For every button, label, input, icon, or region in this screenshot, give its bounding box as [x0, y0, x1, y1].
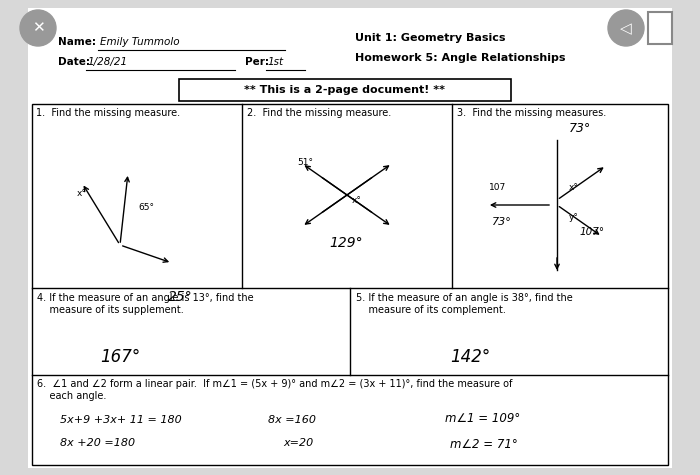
Text: 142°: 142°	[450, 348, 490, 366]
Text: 25°: 25°	[168, 290, 193, 304]
Text: 5x+9 +3x+ 11 = 180: 5x+9 +3x+ 11 = 180	[60, 415, 182, 425]
Text: 2.  Find the missing measure.: 2. Find the missing measure.	[247, 108, 391, 118]
Text: Name:: Name:	[58, 37, 96, 47]
Text: x°: x°	[77, 189, 87, 198]
FancyBboxPatch shape	[28, 8, 672, 468]
Text: ◁: ◁	[620, 21, 632, 37]
Text: 1.  Find the missing measure.: 1. Find the missing measure.	[36, 108, 180, 118]
Text: m∠2 = 71°: m∠2 = 71°	[450, 438, 518, 451]
Text: x°: x°	[352, 196, 362, 205]
Text: ✕: ✕	[32, 20, 44, 36]
Text: 51°: 51°	[297, 158, 313, 167]
Text: 167°: 167°	[100, 348, 140, 366]
FancyBboxPatch shape	[648, 12, 672, 44]
Text: y°: y°	[569, 213, 579, 222]
Text: 107: 107	[489, 183, 506, 192]
Text: 65°: 65°	[138, 202, 154, 211]
Text: Emily Tummolo: Emily Tummolo	[100, 37, 180, 47]
Circle shape	[608, 10, 644, 46]
Text: 8x =160: 8x =160	[268, 415, 316, 425]
Text: 1/28/21: 1/28/21	[88, 57, 128, 67]
Text: 3.  Find the missing measures.: 3. Find the missing measures.	[457, 108, 606, 118]
Text: Per:: Per:	[245, 57, 269, 67]
Text: 6.  ∠1 and ∠2 form a linear pair.  If m∠1 = (5x + 9)° and m∠2 = (3x + 11)°, find: 6. ∠1 and ∠2 form a linear pair. If m∠1 …	[37, 379, 512, 400]
Text: 107°: 107°	[579, 227, 604, 237]
Text: 8x +20 =180: 8x +20 =180	[60, 438, 135, 448]
Text: Date:: Date:	[58, 57, 90, 67]
Text: 73°: 73°	[492, 217, 512, 227]
Text: m∠1 = 109°: m∠1 = 109°	[445, 412, 520, 425]
Text: 5. If the measure of an angle is 38°, find the
    measure of its complement.: 5. If the measure of an angle is 38°, fi…	[356, 293, 573, 314]
Text: 129°: 129°	[329, 236, 363, 250]
Text: 73°: 73°	[569, 122, 591, 135]
Text: 4. If the measure of an angle is 13°, find the
    measure of its supplement.: 4. If the measure of an angle is 13°, fi…	[37, 293, 253, 314]
Text: Unit 1: Geometry Basics: Unit 1: Geometry Basics	[355, 33, 505, 43]
Text: x=20: x=20	[283, 438, 314, 448]
Text: 1st: 1st	[268, 57, 284, 67]
Circle shape	[20, 10, 56, 46]
Text: x°: x°	[569, 183, 579, 192]
Text: Homework 5: Angle Relationships: Homework 5: Angle Relationships	[355, 53, 566, 63]
Text: ** This is a 2-page document! **: ** This is a 2-page document! **	[244, 85, 445, 95]
Bar	[32, 104, 668, 465]
FancyBboxPatch shape	[179, 79, 511, 101]
